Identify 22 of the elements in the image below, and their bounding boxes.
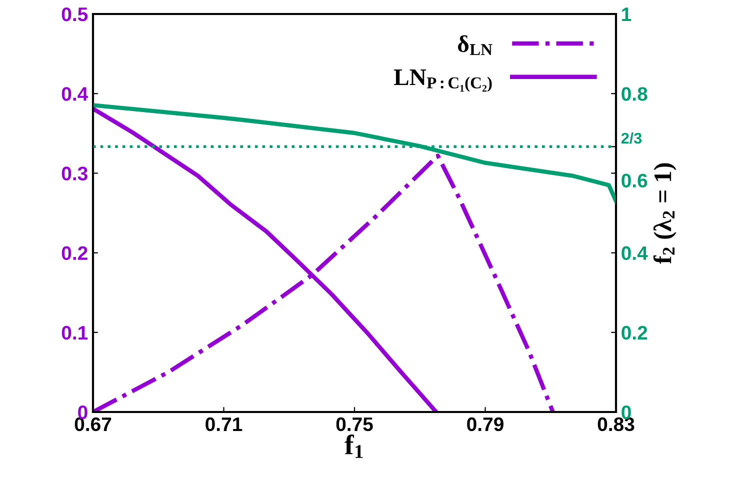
legend-label: δ$_{LN}$ — [458, 35, 492, 55]
y2-tick-label: 0.6 — [622, 174, 648, 188]
x-tick-label: 0.71 — [206, 417, 242, 432]
y-tick-label: 0.5 — [62, 7, 88, 22]
x-tick-label: 0.75 — [336, 417, 373, 432]
legend-label: LN$_{P:C₁(C₂)}$ — [394, 70, 492, 92]
y-tick-label: 0.1 — [62, 326, 88, 340]
y2-tick-label: 0.4 — [622, 246, 648, 260]
y2-tick-label: 0 — [622, 405, 631, 420]
y2-tick-label: 0.8 — [622, 87, 648, 101]
y-tick-label: 0.2 — [62, 246, 88, 260]
y2-axis-title: f$_{2}$ (λ$_{2}$ = 1) — [653, 163, 676, 264]
x-tick-label: 0.83 — [598, 417, 634, 432]
y2-tick-label: 0.2 — [622, 326, 648, 340]
y-tick-label: 0 — [78, 405, 88, 420]
x-tick-label: 0.79 — [467, 417, 504, 432]
x-axis-title: f$_{1}$ — [344, 434, 363, 458]
y2-tick-label: 1 — [622, 8, 632, 22]
y-tick-label: 0.3 — [62, 166, 88, 180]
x-tick-label: 0.67 — [74, 417, 112, 432]
y2-tick-label: 2/3 — [621, 132, 642, 144]
y-tick-label: 0.4 — [62, 87, 88, 101]
